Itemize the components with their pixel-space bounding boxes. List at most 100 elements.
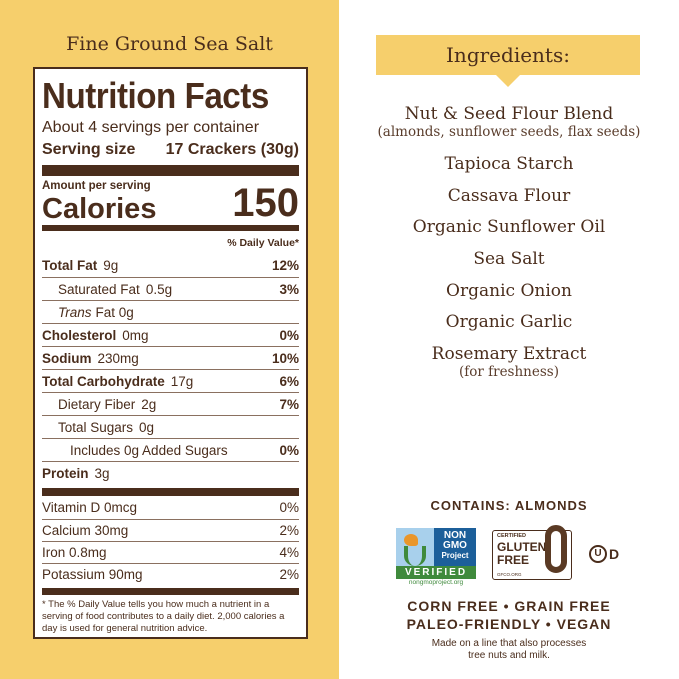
ingredient-name: Cassava Flour: [447, 186, 571, 206]
contains-allergens: CONTAINS: ALMONDS: [430, 498, 588, 513]
divider-thick: [42, 488, 299, 496]
daily-value: 10%: [271, 351, 299, 366]
daily-value: 2%: [279, 523, 299, 538]
daily-value: 4%: [279, 545, 299, 560]
nutrient-label: Dietary Fiber 2g: [58, 397, 157, 412]
daily-value: 0%: [279, 443, 299, 458]
nutrient-rows: Total Fat 9g 12% Saturated Fat 0.5g 3% Trans Fa…: [42, 254, 299, 484]
nongmo-text: NON: [443, 530, 467, 541]
vitamin-rows: Vitamin D 0mcg 0% Calcium 30mg 2% Iron 0.8mg…: [42, 497, 299, 585]
vitamin-row: Vitamin D 0mcg 0%: [42, 497, 299, 519]
ingredient-name: Organic Garlic: [445, 312, 573, 332]
daily-value: 6%: [279, 374, 299, 389]
ou-icon: U: [589, 545, 607, 563]
ingredient-item: Tapioca Starch: [339, 154, 679, 174]
ingredient-name: Tapioca Starch: [444, 154, 574, 174]
daily-value: 2%: [279, 567, 299, 582]
ingredient-item: Organic Sunflower Oil: [339, 217, 679, 237]
gluten-text: FREE: [497, 553, 530, 567]
claims: CORN FREE • GRAIN FREE PALEO-FRIENDLY • …: [339, 597, 679, 633]
daily-value: 12%: [271, 258, 299, 273]
ingredient-item: Organic Onion: [339, 281, 679, 301]
nutrient-label: Total Fat 9g: [42, 258, 119, 273]
claim-line: PALEO-FRIENDLY • VEGAN: [406, 616, 612, 632]
nutrient-row: Protein 3g: [42, 461, 299, 484]
nutrient-row: Saturated Fat 0.5g 3%: [42, 277, 299, 300]
daily-value: 3%: [279, 282, 299, 297]
nongmo-url: nongmoproject.org: [408, 579, 464, 586]
amount-per-serving: Amount per serving: [42, 180, 151, 192]
daily-value-header: % Daily Value*: [227, 237, 299, 249]
daily-value: 7%: [279, 397, 299, 412]
footnote: * The % Daily Value tells you how much a…: [42, 599, 285, 634]
nutrient-label: Total Sugars 0g: [58, 420, 155, 435]
nutrient-row: Includes 0g Added Sugars 0%: [42, 438, 299, 461]
nutrient-row: Trans Fat 0g: [42, 300, 299, 323]
vitamin-row: Calcium 30mg 2%: [42, 519, 299, 541]
claim-line: CORN FREE • GRAIN FREE: [407, 598, 611, 614]
nutrient-row: Dietary Fiber 2g 7%: [42, 392, 299, 415]
ingredient-note: (for freshness): [458, 364, 559, 380]
ingredient-name: Organic Sunflower Oil: [412, 217, 606, 237]
gluten-free-badge: CERTIFIED GLUTEN FREE GFCO.ORG: [492, 525, 572, 580]
ingredients-header: Ingredients:: [376, 35, 640, 75]
allergen-note-line: tree nuts and milk.: [468, 650, 550, 661]
nutrition-title: Nutrition Facts: [42, 75, 269, 116]
gfco-g-icon: [545, 525, 567, 573]
nutrient-label: Sodium 230mg: [42, 351, 139, 366]
butterfly-icon: [396, 528, 434, 566]
divider-thick: [42, 165, 299, 176]
nutrient-label: Includes 0g Added Sugars: [70, 443, 228, 458]
ingredient-name: Nut & Seed Flour Blend: [404, 104, 614, 124]
gfco-url: GFCO.ORG: [497, 572, 522, 577]
servings-per-container: About 4 servings per container: [42, 119, 260, 136]
allergen-note-line: Made on a line that also processes: [431, 638, 587, 649]
nutrient-label: Total Carbohydrate 17g: [42, 374, 194, 389]
vitamin-row: Potassium 90mg 2%: [42, 563, 299, 585]
right-panel: Ingredients: Nut & Seed Flour Blend (almo…: [339, 0, 679, 679]
non-gmo-badge: NON GMO Project VERIFIED nongmoproject.o…: [396, 528, 476, 586]
ingredient-note: (almonds, sunflower seeds, flax seeds): [377, 124, 641, 140]
nongmo-text: Project: [441, 551, 469, 560]
nutrient-label: Cholesterol 0mg: [42, 328, 149, 343]
ingredient-name: Sea Salt: [473, 249, 545, 269]
nutrient-label: Saturated Fat 0.5g: [58, 282, 173, 297]
ingredient-item: Cassava Flour: [339, 186, 679, 206]
ingredient-item: Sea Salt: [339, 249, 679, 269]
calories-row: Calories 150: [42, 181, 299, 226]
kosher-dairy: D: [609, 546, 620, 562]
nutrient-label: Trans Fat 0g: [58, 305, 134, 320]
calories-value: 150: [232, 181, 299, 225]
nutrient-label: Protein 3g: [42, 466, 110, 481]
kosher-symbol: U D: [589, 545, 619, 563]
nutrient-row: Total Fat 9g 12%: [42, 254, 299, 277]
ingredient-item: Rosemary Extract (for freshness): [339, 344, 679, 380]
certified-text: CERTIFIED: [497, 533, 527, 539]
left-panel: Fine Ground Sea Salt Nutrition Facts Abo…: [0, 0, 339, 679]
serving-size-label: Serving size: [42, 141, 136, 158]
nutrient-row: Sodium 230mg 10%: [42, 346, 299, 369]
divider-medium: [42, 225, 299, 231]
allergen-note: Made on a line that also processes tree …: [339, 638, 679, 662]
vitamin-row: Iron 0.8mg 4%: [42, 541, 299, 563]
serving-size: Serving size 17 Crackers (30g): [42, 141, 299, 159]
verified-text: VERIFIED: [396, 566, 476, 579]
nutrient-row: Cholesterol 0mg 0%: [42, 323, 299, 346]
ingredient-item: Organic Garlic: [339, 312, 679, 332]
daily-value: 0%: [279, 328, 299, 343]
gluten-text: GLUTEN: [497, 540, 547, 554]
banner-arrow: [496, 75, 520, 87]
daily-value: 0%: [279, 500, 299, 515]
vitamin-label: Potassium 90mg: [42, 567, 143, 582]
nutrient-row: Total Sugars 0g: [42, 415, 299, 438]
ingredient-name: Rosemary Extract: [431, 344, 587, 364]
serving-size-value: 17 Crackers (30g): [165, 141, 299, 158]
divider-thick: [42, 588, 299, 595]
vitamin-label: Vitamin D 0mcg: [42, 500, 138, 515]
nutrient-row: Total Carbohydrate 17g 6%: [42, 369, 299, 392]
ingredient-name: Organic Onion: [446, 281, 572, 301]
ingredient-item: Nut & Seed Flour Blend (almonds, sunflowe…: [339, 104, 679, 140]
nutrition-facts-label: Nutrition Facts About 4 servings per con…: [33, 67, 308, 639]
vitamin-label: Calcium 30mg: [42, 523, 129, 538]
calories-label: Calories: [42, 193, 157, 225]
